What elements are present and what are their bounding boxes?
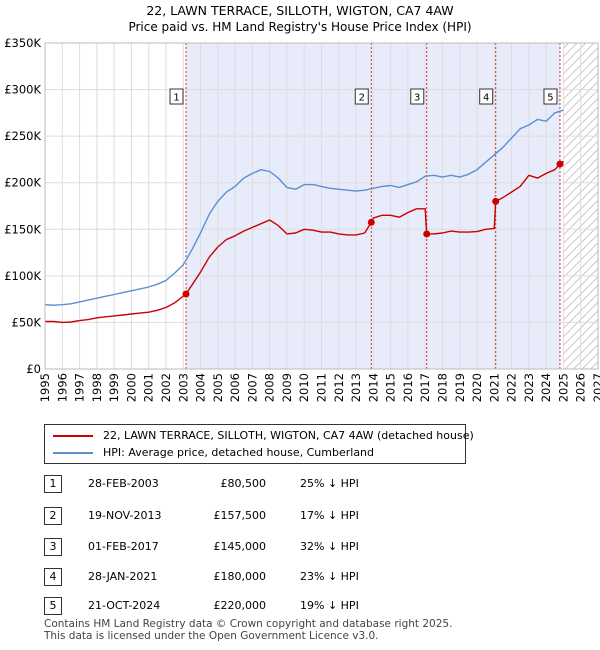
- x-tick-label: 2023: [522, 373, 536, 402]
- chart-title: 22, LAWN TERRACE, SILLOTH, WIGTON, CA7 4…: [146, 3, 453, 18]
- sale-number: 5: [44, 597, 62, 615]
- sale-label: 5: [547, 93, 553, 104]
- sale-point: [492, 197, 500, 205]
- sale-label: 3: [414, 93, 420, 104]
- sale-label: 2: [359, 93, 365, 104]
- x-tick-label: 1996: [55, 373, 69, 402]
- x-tick-label: 2007: [245, 373, 259, 402]
- legend-swatch-red: [53, 435, 93, 437]
- y-tick-label: £150K: [4, 222, 41, 236]
- sale-date: 21-OCT-2024: [88, 599, 161, 612]
- x-tick-label: 2010: [297, 373, 311, 402]
- sale-date: 01-FEB-2017: [88, 540, 159, 553]
- plot-frame: [44, 42, 599, 370]
- y-tick-label: £200K: [4, 176, 41, 190]
- hpi-line: [44, 109, 564, 306]
- x-tick-label: 2025: [556, 373, 570, 402]
- footer: Contains HM Land Registry data © Crown c…: [44, 618, 452, 642]
- x-tick-label: 2017: [418, 373, 432, 402]
- property-price-line: [45, 160, 564, 324]
- x-tick-label: 2001: [142, 373, 156, 402]
- y-tick-label: £250K: [4, 129, 41, 143]
- sale-price: £145,000: [213, 540, 267, 553]
- x-tick-label: 2012: [332, 373, 346, 402]
- sale-label: 1: [173, 93, 179, 104]
- legend-item-hpi: HPI: Average price, detached house, Cumb…: [53, 445, 374, 461]
- sale-point: [556, 160, 564, 168]
- table-row: 3 01-FEB-2017 £145,000 32% ↓ HPI: [0, 538, 600, 558]
- table-row: 2 19-NOV-2013 £157,500 17% ↓ HPI: [0, 507, 600, 527]
- y-tick-label: £50K: [12, 315, 42, 329]
- x-tick-label: 2021: [487, 373, 501, 402]
- sale-date: 19-NOV-2013: [88, 509, 162, 522]
- x-tick-label: 2002: [159, 373, 173, 402]
- x-tick-label: 2014: [366, 373, 380, 402]
- sale-price: £180,000: [213, 570, 267, 583]
- x-tick-label: 2005: [211, 373, 225, 402]
- x-tick-label: 2020: [470, 373, 484, 402]
- x-tick-label: 2016: [401, 373, 415, 402]
- legend: 22, LAWN TERRACE, SILLOTH, WIGTON, CA7 4…: [44, 424, 474, 464]
- x-tick-label: 2027: [591, 373, 600, 402]
- sale-date: 28-JAN-2021: [88, 570, 158, 583]
- legend-item-property: 22, LAWN TERRACE, SILLOTH, WIGTON, CA7 4…: [53, 428, 474, 444]
- sale-label-box: [169, 88, 184, 105]
- sale-hpi-diff: 23% ↓ HPI: [300, 570, 359, 583]
- x-tick-label: 1997: [73, 373, 87, 402]
- y-tick-label: £350K: [4, 36, 41, 50]
- x-tick-label: 2024: [539, 373, 553, 402]
- sale-number: 1: [44, 475, 62, 493]
- x-tick-label: 1995: [38, 373, 52, 402]
- x-tick-label: 2019: [453, 373, 467, 402]
- sale-hpi-diff: 17% ↓ HPI: [300, 509, 359, 522]
- sale-price: £220,000: [213, 599, 267, 612]
- x-tick-label: 1998: [90, 373, 104, 402]
- sale-label-box: [354, 88, 369, 105]
- table-row: 4 28-JAN-2021 £180,000 23% ↓ HPI: [0, 568, 600, 588]
- sale-point: [182, 290, 190, 298]
- y-tick-label: £0: [26, 362, 41, 376]
- sale-label: 4: [483, 93, 489, 104]
- sale-number: 2: [44, 507, 62, 525]
- x-tick-label: 2015: [384, 373, 398, 402]
- legend-label-property: 22, LAWN TERRACE, SILLOTH, WIGTON, CA7 4…: [103, 429, 474, 442]
- sale-date: 28-FEB-2003: [88, 477, 159, 490]
- x-tick-label: 2018: [435, 373, 449, 402]
- chart-subtitle: Price paid vs. HM Land Registry's House …: [128, 20, 471, 34]
- legend-label-hpi: HPI: Average price, detached house, Cumb…: [103, 446, 375, 459]
- y-tick-label: £300K: [4, 83, 41, 97]
- x-tick-label: 2006: [228, 373, 242, 402]
- sale-price: £157,500: [213, 509, 267, 522]
- table-row: 5 21-OCT-2024 £220,000 19% ↓ HPI: [0, 597, 600, 617]
- x-tick-label: 2022: [505, 373, 519, 402]
- table-row: 1 28-FEB-2003 £80,500 25% ↓ HPI: [0, 475, 600, 495]
- price-chart: 22, LAWN TERRACE, SILLOTH, WIGTON, CA7 4…: [4, 3, 600, 402]
- x-tick-label: 2003: [176, 373, 190, 402]
- sale-price: £80,500: [220, 477, 267, 490]
- sale-point: [423, 230, 431, 238]
- x-tick-label: 1999: [107, 373, 121, 402]
- sale-label-box: [410, 88, 425, 105]
- sale-hpi-diff: 25% ↓ HPI: [300, 477, 359, 490]
- sale-hpi-diff: 32% ↓ HPI: [300, 540, 359, 553]
- x-tick-label: 2000: [124, 373, 138, 402]
- sale-number: 3: [44, 538, 62, 556]
- sale-label-box: [479, 88, 494, 105]
- y-tick-label: £100K: [4, 269, 41, 283]
- sale-point: [367, 218, 375, 226]
- x-tick-label: 2009: [280, 373, 294, 402]
- footer-licence: This data is licensed under the Open Gov…: [44, 630, 379, 642]
- legend-swatch-blue: [53, 452, 93, 454]
- sale-hpi-diff: 19% ↓ HPI: [300, 599, 359, 612]
- footer-copyright: Contains HM Land Registry data © Crown c…: [44, 618, 453, 630]
- sale-number: 4: [44, 568, 62, 586]
- sale-label-box: [543, 88, 558, 105]
- x-tick-label: 2004: [194, 373, 208, 402]
- x-tick-label: 2011: [315, 373, 329, 402]
- x-tick-label: 2008: [263, 373, 277, 402]
- x-tick-label: 2013: [349, 373, 363, 402]
- x-tick-label: 2026: [574, 373, 588, 402]
